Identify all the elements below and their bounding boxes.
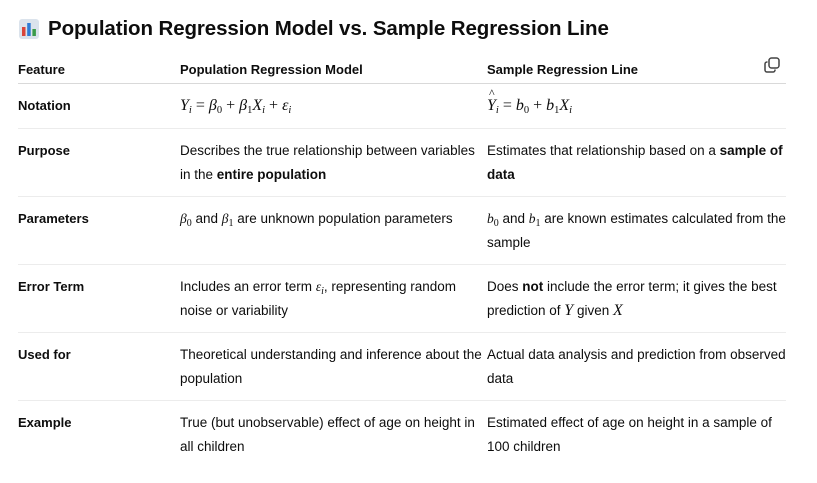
table-row: Used for Theoretical understanding and i…: [18, 332, 786, 401]
cell-text: and: [191, 211, 222, 226]
table-row: Notation Yi = β0 + β1Xi + εi Yi = b0 + b…: [18, 71, 786, 129]
math-symbol: b0: [487, 211, 499, 229]
population-notation: Yi = β0 + β1Xi + εi: [180, 83, 487, 129]
cell-text: are known estimates calculated from the …: [487, 211, 786, 250]
math-symbol: β1: [221, 211, 234, 229]
sample-cell: Estimated effect of age on height in a s…: [487, 415, 772, 454]
cell-bold-text: not: [522, 279, 544, 294]
table-row: Error Term Includes an error term εi, re…: [18, 264, 786, 333]
cell-bold-text: sample of data: [487, 143, 783, 182]
sample-cell: Does not include the error term; it give…: [487, 264, 786, 333]
cell-text: are unknown population parameters: [233, 211, 453, 226]
population-formula: Yi = β0 + β1Xi + εi: [180, 97, 292, 116]
sample-formula: Yi = b0 + b1Xi: [487, 71, 572, 116]
cell-text: , representing random noise or variabili…: [180, 279, 456, 318]
cell-bold-text: entire population: [216, 167, 327, 182]
population-cell: β0 and β1 are unknown population paramet…: [180, 196, 487, 265]
title-row: Population Regression Model vs. Sample R…: [18, 14, 609, 44]
feature-cell: Purpose: [18, 128, 180, 197]
header-sample: Sample Regression Line: [487, 55, 786, 84]
cell-text: Includes an error term: [180, 279, 316, 294]
math-symbol: Y: [564, 302, 574, 319]
table-header-row: Feature Population Regression Model Samp…: [18, 55, 786, 84]
feature-cell: Notation: [18, 83, 180, 129]
feature-cell: Used for: [18, 332, 180, 401]
cell-text: and: [498, 211, 529, 226]
table-row: Parameters β0 and β1 are unknown populat…: [18, 196, 786, 265]
population-cell: Describes the true relationship between …: [180, 128, 487, 197]
sample-cell: Estimates that relationship based on a s…: [487, 128, 786, 197]
population-cell: True (but unobservable) effect of age on…: [180, 415, 475, 454]
comparison-table: Feature Population Regression Model Samp…: [18, 55, 786, 463]
population-cell: Theoretical understanding and inference …: [180, 332, 487, 401]
table-row: Purpose Describes the true relationship …: [18, 128, 786, 197]
population-cell: Includes an error term εi, representing …: [180, 264, 487, 333]
cell-text: include the error term; it gives the bes…: [487, 279, 777, 318]
math-symbol: b1: [528, 211, 541, 229]
feature-cell: Error Term: [18, 264, 180, 333]
feature-cell: Parameters: [18, 196, 180, 265]
cell-text: Describes the true relationship between …: [180, 143, 475, 182]
feature-cell: Example: [18, 415, 72, 430]
sample-notation: Yi = b0 + b1Xi: [487, 71, 786, 129]
math-symbol: εi: [315, 279, 324, 297]
math-symbol: X: [612, 302, 623, 319]
bar-chart-icon: [18, 18, 40, 40]
header-population: Population Regression Model: [180, 55, 487, 84]
cell-text: Estimates that relationship based on a: [487, 143, 720, 158]
math-symbol: β0: [180, 211, 192, 229]
cell-text: given: [573, 303, 613, 318]
table-row: Example True (but unobservable) effect o…: [18, 401, 786, 463]
sample-cell: Actual data analysis and prediction from…: [487, 332, 786, 401]
page-title: Population Regression Model vs. Sample R…: [48, 17, 609, 40]
cell-text: Does: [487, 279, 523, 294]
header-feature: Feature: [18, 55, 180, 84]
sample-cell: b0 and b1 are known estimates calculated…: [487, 196, 786, 265]
